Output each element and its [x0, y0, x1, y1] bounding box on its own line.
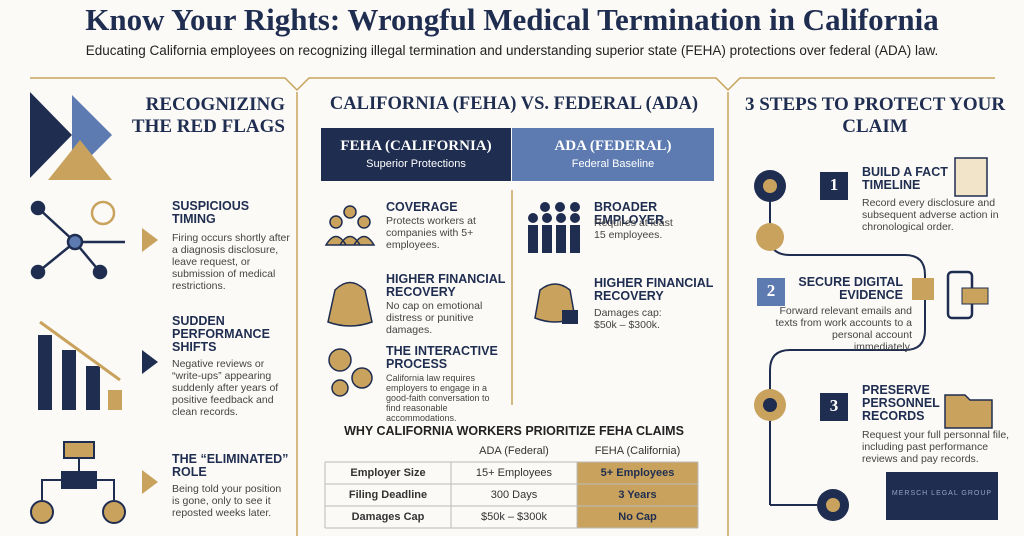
logo: MERSCH LEGAL GROUP — [891, 490, 993, 497]
column-title: FEHA (CALIFORNIA) — [340, 138, 492, 154]
item-text: No cap on emotional distress or punitive… — [386, 300, 483, 336]
column-subtitle: Superior Protections — [366, 158, 466, 170]
step-title: PRESERVE PERSONNEL RECORDS — [862, 383, 940, 423]
table-cell: Damages Cap — [351, 511, 425, 523]
step-title: BUILD A FACT TIMELINE — [862, 165, 948, 192]
item-title: HIGHER FINANCIAL RECOVERY — [386, 272, 506, 299]
item-title: THE “ELIMINATED” ROLE — [172, 452, 289, 479]
item-title: BROADER EMPLOYER — [594, 200, 665, 227]
table-cell: 5+ Employees — [600, 467, 675, 479]
item-text: Negative reviews or “write-ups” appearin… — [172, 358, 279, 418]
section-heading: 3 STEPS TO PROTECT YOUR CLAIM — [744, 94, 1006, 137]
section-heading: RECOGNIZING THE RED FLAGS — [131, 94, 285, 137]
table-cell: 15+ Employees — [475, 467, 553, 479]
step-number: 3 — [829, 396, 839, 415]
table-title: WHY CALIFORNIA WORKERS PRIORITIZE FEHA C… — [344, 424, 684, 438]
table-cell: $50k – $300k — [480, 511, 548, 523]
step-text: Record every disclosure and subsequent a… — [862, 197, 999, 233]
item-title: SUDDEN PERFORMANCE SHIFTS — [172, 314, 270, 354]
step-title: SECURE DIGITAL EVIDENCE — [798, 275, 903, 302]
item-text: Protects workers at companies with 5+ em… — [386, 215, 476, 251]
column-title: ADA (FEDERAL) — [554, 138, 672, 154]
table-header: FEHA (California) — [594, 445, 681, 457]
item-title: SUSPICIOUS TIMING — [172, 199, 250, 226]
item-text: Firing occurs shortly after a diagnosis … — [172, 232, 290, 292]
table-cell: Employer Size — [350, 467, 426, 479]
subtitle: Educating California employees on recogn… — [85, 43, 939, 58]
step-number: 2 — [766, 281, 776, 300]
table-cell: 3 Years — [618, 489, 657, 501]
table-cell: 300 Days — [490, 489, 538, 501]
item-title: THE INTERACTIVE PROCESS — [386, 344, 498, 371]
column-subtitle: Federal Baseline — [571, 158, 655, 170]
item-text: Damages cap: $50k – $300k. — [594, 307, 662, 331]
table-cell: Filing Deadline — [348, 489, 428, 501]
step-text: Request your full personnal file, includ… — [862, 429, 1010, 465]
item-text: California law requires employers to eng… — [386, 373, 490, 423]
item-text: Being told your position is gone, only t… — [172, 483, 282, 519]
table-cell: No Cap — [618, 511, 657, 523]
item-title: COVERAGE — [386, 200, 458, 214]
item-text: Requires at least 15 employees. — [594, 217, 673, 241]
item-title: HIGHER FINANCIAL RECOVERY — [594, 276, 714, 303]
title: Know Your Rights: Wrongful Medical Termi… — [85, 2, 939, 37]
table-header: ADA (Federal) — [479, 445, 549, 457]
step-number: 1 — [829, 175, 839, 194]
step-text: Forward relevant emails and texts from w… — [775, 305, 912, 353]
section-heading: CALIFORNIA (FEHA) VS. FEDERAL (ADA) — [329, 94, 699, 114]
